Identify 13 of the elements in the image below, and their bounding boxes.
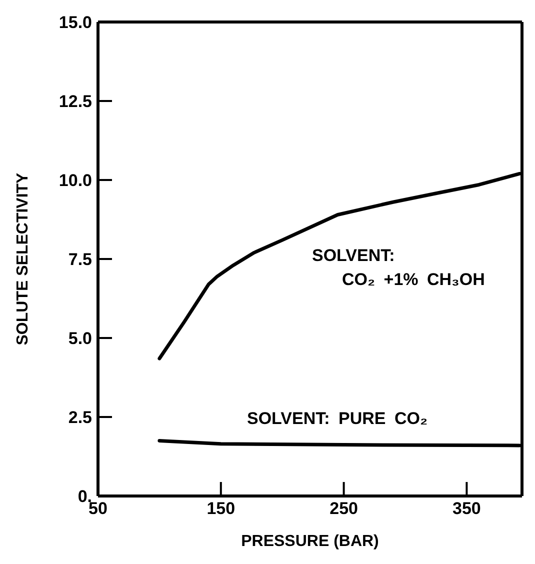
series-label: SOLVENT: CO₂ +1% CH₃OH: [312, 244, 486, 291]
y-tick-label: 2.5: [68, 408, 92, 428]
y-axis-title: SOLUTE SELECTIVITY: [14, 172, 32, 346]
y-tick-label: 10.0: [58, 171, 92, 190]
series-label: SOLVENT: PURE CO₂: [247, 408, 429, 430]
y-tick-label: 15.0: [58, 13, 92, 32]
x-tick-label: 150: [206, 499, 236, 518]
x-axis-title: PRESSURE (BAR): [241, 533, 379, 550]
x-tick-label: 350: [452, 499, 481, 518]
y-tick-label: 12.5: [58, 92, 92, 112]
y-tick-label: 5.0: [68, 329, 92, 348]
y-tick-label: 7.5: [68, 250, 92, 270]
x-tick-label: 250: [330, 499, 358, 518]
